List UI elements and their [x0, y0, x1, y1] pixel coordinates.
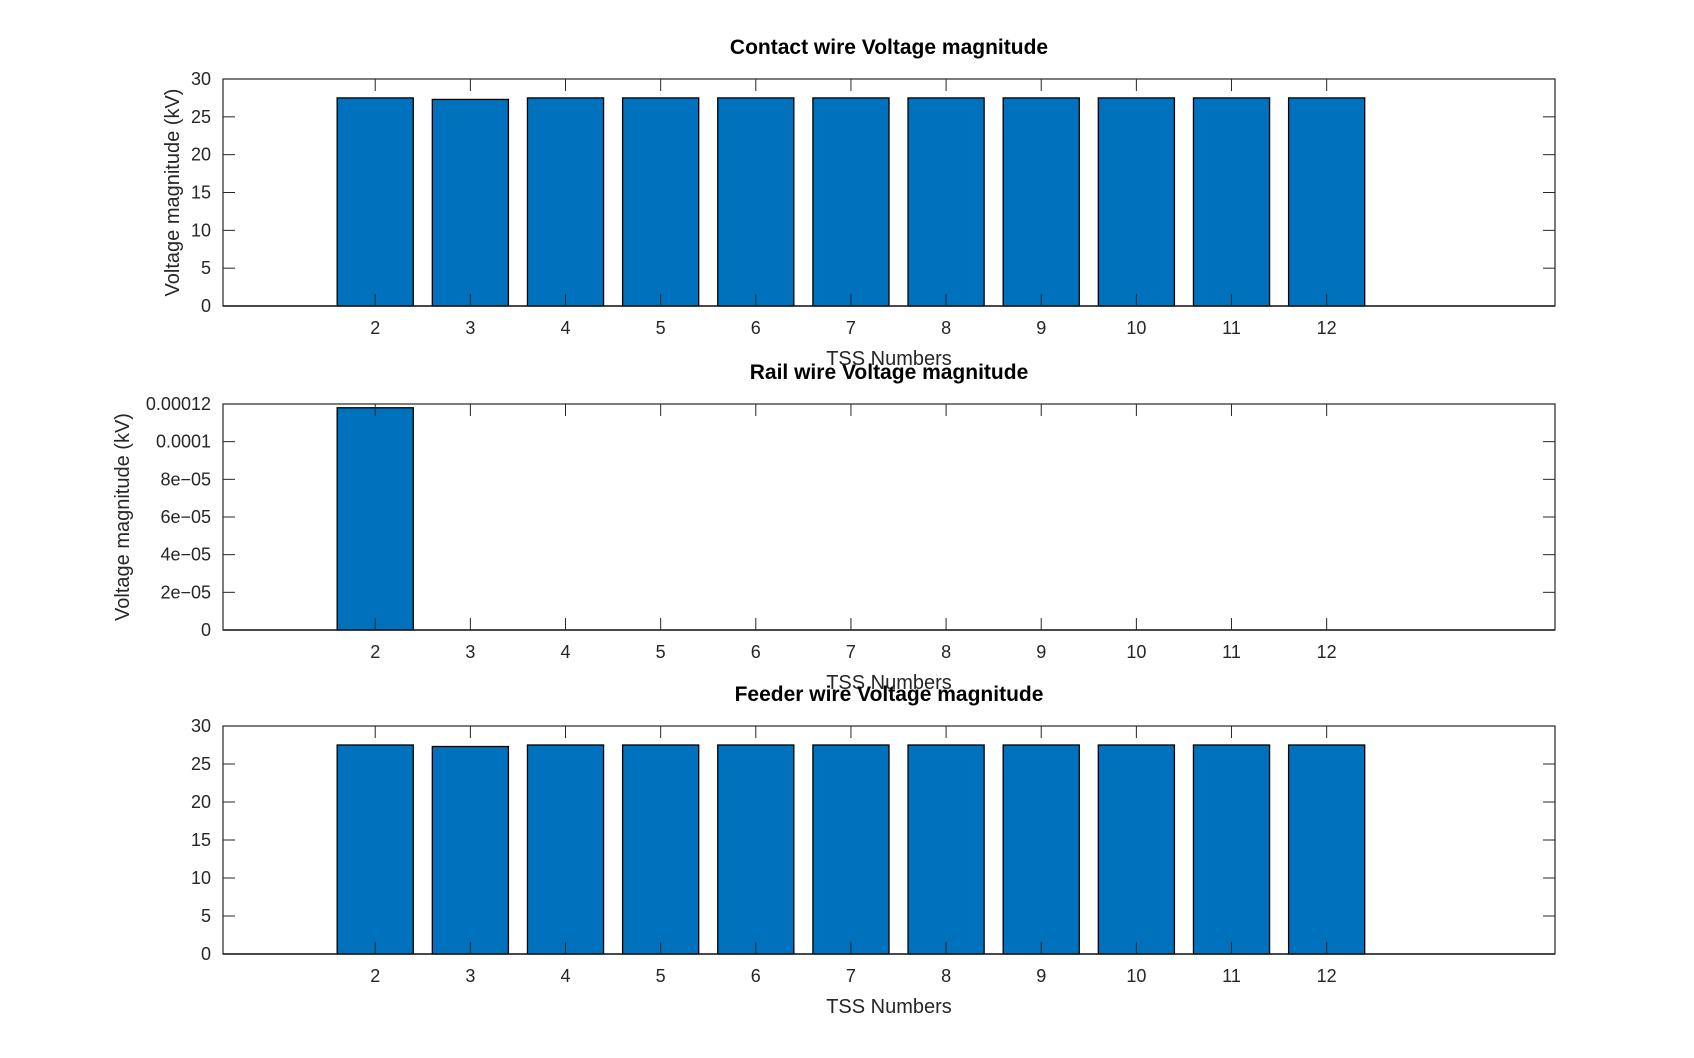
bar-11	[1192, 97, 1271, 307]
bar-7	[812, 744, 890, 955]
x-tick-label: 2	[370, 318, 380, 338]
y-tick-label: 0.00012	[146, 394, 211, 414]
chart-title: Rail wire Voltage magnitude	[750, 361, 1029, 384]
bar-11	[1192, 744, 1271, 955]
y-tick-label: 6e−05	[160, 507, 211, 527]
x-tick-label: 6	[751, 318, 761, 338]
x-tick-label: 2	[370, 642, 380, 662]
subplot-2: 2 3 4 5 6 7 8 9 10 11 12 0 2e−05 4e−05 6e−05 8e−05 0.000…	[112, 361, 1556, 694]
bar-12	[1287, 744, 1366, 955]
y-tick-label: 25	[191, 107, 211, 127]
x-tick-label: 7	[846, 966, 856, 986]
y-ticks: 0 5 10 15 20 25 30	[191, 716, 1555, 964]
chart-title: Contact wire Voltage magnitude	[730, 36, 1048, 59]
y-tick-label: 15	[191, 830, 211, 850]
x-tick-label: 11	[1222, 966, 1241, 986]
x-tick-label: 9	[1036, 318, 1046, 338]
x-tick-label: 10	[1126, 966, 1146, 986]
bar-2	[336, 744, 414, 955]
x-axis-label: TSS Numbers	[826, 996, 952, 1018]
y-tick-label: 30	[191, 716, 211, 736]
x-tick-label: 9	[1036, 642, 1046, 662]
x-ticks: 2 3 4 5 6 7 8 9 10 11 12	[370, 404, 1337, 662]
y-tick-label: 20	[191, 792, 211, 812]
x-tick-label: 7	[846, 642, 856, 662]
y-tick-label: 4e−05	[160, 545, 211, 565]
x-tick-label: 4	[561, 642, 571, 662]
x-tick-label: 6	[751, 642, 761, 662]
bar-3	[431, 745, 510, 955]
bar-9	[1002, 97, 1080, 307]
x-tick-label: 12	[1317, 318, 1337, 338]
axes-box	[222, 403, 1556, 631]
y-tick-label: 10	[191, 220, 211, 240]
bar-5	[621, 97, 700, 307]
x-axis-label: TSS Numbers	[826, 348, 952, 370]
bar-2	[336, 407, 414, 631]
x-tick-label: 12	[1317, 642, 1337, 662]
bar-6	[717, 97, 795, 307]
bar-series	[336, 407, 414, 631]
bar-4	[526, 97, 605, 307]
y-axis-label: Voltage magnitude (kV)	[162, 89, 184, 297]
y-axis-label: Voltage magnitude (kV)	[112, 413, 134, 621]
x-tick-label: 2	[370, 966, 380, 986]
y-tick-label: 0	[201, 296, 211, 316]
x-tick-label: 10	[1126, 642, 1146, 662]
y-tick-label: 0	[201, 620, 211, 640]
x-tick-label: 9	[1036, 966, 1046, 986]
y-ticks: 0 2e−05 4e−05 6e−05 8e−05 0.0001 0.00012	[146, 394, 1555, 640]
y-tick-label: 5	[201, 906, 211, 926]
x-tick-label: 5	[656, 642, 666, 662]
x-tick-label: 6	[751, 966, 761, 986]
x-ticks: 2 3 4 5 6 7 8 9 10 11 12	[370, 726, 1337, 986]
subplot-1: 2 3 4 5 6 7 8 9 10 11 12 0 5 10 15 20 25 30 Contact wire V…	[162, 36, 1556, 370]
x-tick-label: 5	[656, 318, 666, 338]
y-tick-label: 10	[191, 868, 211, 888]
chart-title: Feeder wire Voltage magnitude	[735, 683, 1044, 706]
y-tick-label: 25	[191, 754, 211, 774]
y-tick-label: 30	[191, 69, 211, 89]
x-tick-label: 8	[941, 642, 951, 662]
x-tick-label: 12	[1317, 966, 1337, 986]
y-ticks: 0 5 10 15 20 25 30	[191, 69, 1555, 316]
x-tick-label: 8	[941, 318, 951, 338]
x-tick-label: 7	[846, 318, 856, 338]
x-tick-label: 3	[465, 318, 475, 338]
x-tick-label: 8	[941, 966, 951, 986]
y-tick-label: 2e−05	[160, 582, 211, 602]
bar-12	[1287, 97, 1366, 307]
x-tick-label: 3	[465, 642, 475, 662]
bar-series	[336, 97, 1366, 307]
x-tick-label: 11	[1222, 642, 1241, 662]
subplot-3: 2 3 4 5 6 7 8 9 10 11 12 0 5 10 15 20 25 30 Feeder wire Vo…	[191, 683, 1556, 1018]
y-tick-label: 0.0001	[156, 432, 211, 452]
x-axis-label: TSS Numbers	[826, 672, 952, 694]
bar-4	[526, 744, 605, 955]
bar-6	[717, 744, 795, 955]
x-tick-label: 3	[465, 966, 475, 986]
bar-2	[336, 97, 414, 307]
y-tick-label: 15	[191, 183, 211, 203]
x-tick-label: 4	[561, 318, 571, 338]
y-tick-label: 5	[201, 258, 211, 278]
x-tick-label: 5	[656, 966, 666, 986]
bar-10	[1097, 97, 1176, 307]
bar-7	[812, 97, 890, 307]
bar-series	[336, 744, 1366, 955]
y-tick-label: 20	[191, 145, 211, 165]
bar-5	[621, 744, 700, 955]
y-tick-label: 0	[201, 944, 211, 964]
bar-9	[1002, 744, 1080, 955]
bar-8	[907, 97, 985, 307]
x-tick-label: 11	[1222, 318, 1241, 338]
y-tick-label: 8e−05	[160, 469, 211, 489]
bar-3	[431, 98, 510, 307]
x-ticks: 2 3 4 5 6 7 8 9 10 11 12	[370, 79, 1337, 338]
bar-10	[1097, 744, 1176, 955]
x-tick-label: 10	[1126, 318, 1146, 338]
x-tick-label: 4	[561, 966, 571, 986]
bar-8	[907, 744, 985, 955]
